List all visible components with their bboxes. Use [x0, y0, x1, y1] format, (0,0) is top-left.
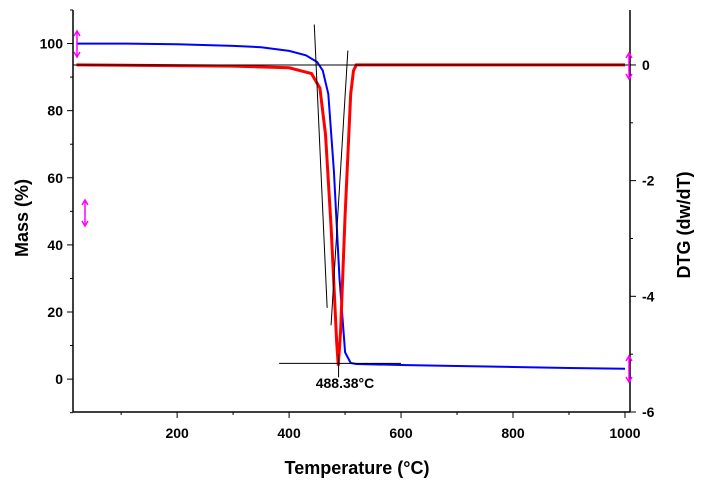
y-axis-label: Mass (%) — [12, 179, 32, 257]
y2-tick-label: 0 — [642, 57, 650, 73]
layer-marker-arrow-icon — [73, 29, 81, 59]
y-tick-label: 0 — [55, 371, 63, 387]
y-tick-label: 80 — [47, 103, 63, 119]
y-tick-label: 40 — [47, 237, 63, 253]
y2-tick-label: -4 — [642, 288, 655, 304]
y2-tick-label: -6 — [642, 404, 655, 420]
x-tick-label: 1000 — [609, 425, 640, 441]
x-tick-label: 600 — [389, 425, 413, 441]
tangent-line — [330, 50, 349, 326]
y2-tick-label: -2 — [642, 173, 655, 189]
x-tick-label: 800 — [501, 425, 525, 441]
x-tick-label: 200 — [165, 425, 189, 441]
y-tick-label: 100 — [40, 36, 64, 52]
tangent-line — [313, 24, 328, 308]
x-axis-label: Temperature (°C) — [285, 458, 430, 478]
x-tick-label: 400 — [277, 425, 301, 441]
y-tick-label: 60 — [47, 170, 63, 186]
layer-marker-arrow-icon — [81, 198, 89, 228]
peak-label: 488.38°C — [316, 375, 375, 391]
mass-series-line — [76, 42, 626, 370]
layer-marker-arrow-icon — [625, 51, 633, 81]
layer-marker-arrow-icon — [625, 354, 633, 384]
y2-axis-label: DTG (dw/dT) — [674, 172, 694, 279]
y-tick-label: 20 — [47, 304, 63, 320]
dtg-series-line — [76, 63, 625, 366]
